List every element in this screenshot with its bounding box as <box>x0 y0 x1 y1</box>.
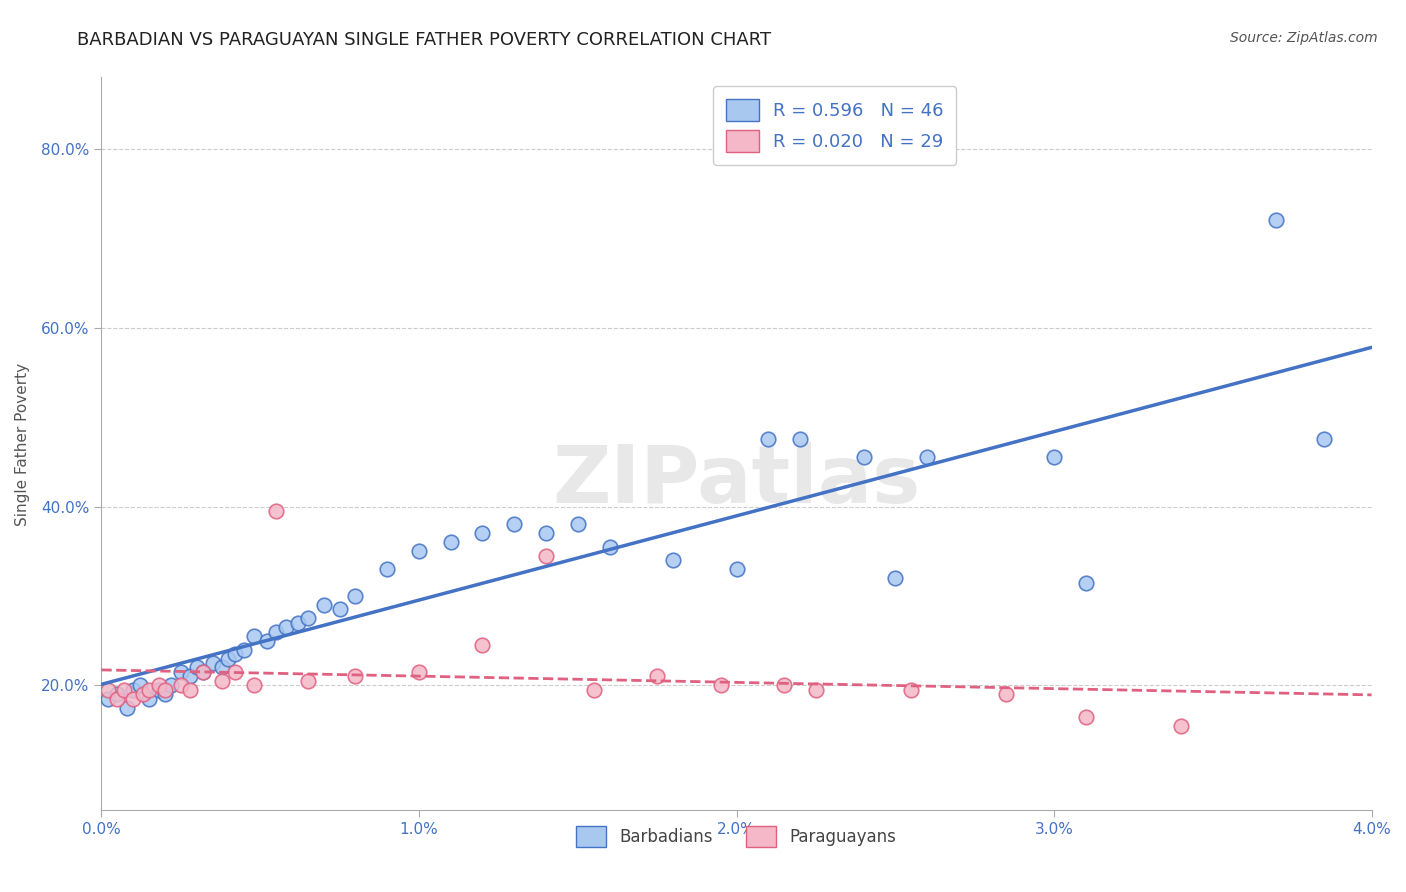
Point <box>329 602 352 616</box>
Point <box>211 673 233 688</box>
Point <box>471 526 494 541</box>
Point <box>191 665 214 679</box>
Point <box>148 678 170 692</box>
Point <box>153 687 176 701</box>
Point <box>105 691 128 706</box>
Point <box>97 691 120 706</box>
Point <box>274 620 297 634</box>
Text: Source: ZipAtlas.com: Source: ZipAtlas.com <box>1230 31 1378 45</box>
Point <box>217 651 239 665</box>
Point <box>138 682 160 697</box>
Point <box>710 678 733 692</box>
Point <box>915 450 938 465</box>
Point <box>97 682 120 697</box>
Point <box>1313 433 1336 447</box>
Point <box>567 517 589 532</box>
Point <box>1074 709 1097 723</box>
Point <box>662 553 685 567</box>
Point <box>243 629 266 643</box>
Point <box>534 549 557 563</box>
Point <box>138 691 160 706</box>
Point <box>128 678 150 692</box>
Point <box>789 433 811 447</box>
Point <box>160 678 183 692</box>
Point <box>112 682 135 697</box>
Point <box>170 665 193 679</box>
Point <box>297 611 319 625</box>
Point <box>186 660 208 674</box>
Legend: Barbadians, Paraguayans: Barbadians, Paraguayans <box>569 820 904 854</box>
Point <box>725 562 748 576</box>
Point <box>211 660 233 674</box>
Point <box>191 665 214 679</box>
Point <box>122 691 145 706</box>
Point <box>264 504 287 518</box>
Point <box>471 638 494 652</box>
Point <box>243 678 266 692</box>
Point <box>224 647 246 661</box>
Point <box>1043 450 1066 465</box>
Point <box>995 687 1018 701</box>
Text: BARBADIAN VS PARAGUAYAN SINGLE FATHER POVERTY CORRELATION CHART: BARBADIAN VS PARAGUAYAN SINGLE FATHER PO… <box>77 31 772 49</box>
Point <box>122 682 145 697</box>
Point <box>115 700 138 714</box>
Point <box>1265 213 1288 227</box>
Point <box>645 669 668 683</box>
Point <box>1074 575 1097 590</box>
Point <box>900 682 922 697</box>
Point <box>297 673 319 688</box>
Point <box>179 669 201 683</box>
Point <box>852 450 875 465</box>
Point <box>804 682 827 697</box>
Point <box>153 682 176 697</box>
Point <box>773 678 796 692</box>
Point <box>131 687 153 701</box>
Point <box>287 615 309 630</box>
Point <box>344 669 367 683</box>
Point <box>582 682 605 697</box>
Point <box>884 571 907 585</box>
Point <box>179 682 201 697</box>
Point <box>440 535 463 549</box>
Point <box>344 589 367 603</box>
Point <box>1170 718 1192 732</box>
Text: ZIPatlas: ZIPatlas <box>553 442 921 520</box>
Point <box>224 665 246 679</box>
Point <box>312 598 335 612</box>
Point <box>503 517 526 532</box>
Point <box>170 678 193 692</box>
Point <box>264 624 287 639</box>
Point <box>408 665 430 679</box>
Point <box>598 540 620 554</box>
Point <box>148 682 170 697</box>
Y-axis label: Single Father Poverty: Single Father Poverty <box>15 362 30 525</box>
Point <box>534 526 557 541</box>
Point <box>375 562 398 576</box>
Point <box>256 633 278 648</box>
Point <box>201 656 224 670</box>
Point <box>233 642 256 657</box>
Point <box>105 687 128 701</box>
Point <box>408 544 430 558</box>
Point <box>756 433 779 447</box>
